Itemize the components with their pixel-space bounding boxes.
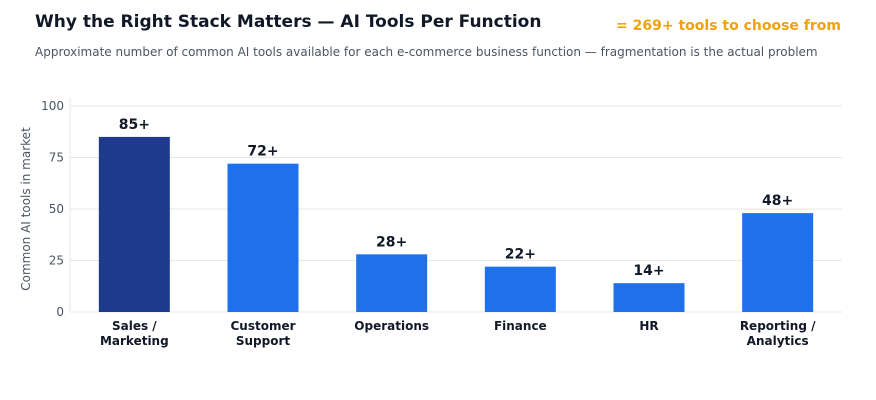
- bar: [227, 163, 299, 312]
- y-tick-label: 25: [49, 254, 64, 268]
- x-tick-label: Customer: [230, 319, 295, 333]
- x-tick-label: Reporting /: [740, 319, 816, 333]
- x-tick-label: HR: [639, 319, 658, 333]
- chart-subtitle: Approximate number of common AI tools av…: [35, 45, 818, 59]
- x-tick-label: Support: [236, 334, 291, 348]
- data-label: 85+: [119, 117, 150, 133]
- x-tick-label: Finance: [494, 319, 547, 333]
- data-label: 22+: [505, 247, 536, 263]
- bar: [356, 254, 428, 312]
- total-tools-callout: = 269+ tools to choose from: [616, 18, 841, 34]
- y-tick-label: 75: [49, 151, 64, 165]
- bar: [98, 136, 170, 312]
- x-tick-label: Analytics: [747, 334, 809, 348]
- data-labels: 85+ 72+ 28+ 22+ 14+ 48+: [119, 117, 794, 279]
- data-label: 28+: [376, 234, 407, 250]
- x-tick-label: Operations: [354, 319, 429, 333]
- data-label: 72+: [247, 144, 278, 160]
- bar: [742, 213, 814, 312]
- x-tick-label: Marketing: [100, 334, 169, 348]
- y-tick-label: 100: [41, 99, 64, 113]
- y-axis-title: Common AI tools in market: [19, 127, 33, 291]
- data-label: 14+: [633, 263, 664, 279]
- bar: [613, 283, 685, 312]
- data-label: 48+: [762, 193, 793, 209]
- x-tick-label: Sales /: [112, 319, 157, 333]
- y-tick-label: 0: [56, 305, 64, 319]
- chart-title: Why the Right Stack Matters — AI Tools P…: [35, 12, 542, 32]
- y-axis: 0 25 50 75 100 Common AI tools in market: [19, 99, 64, 319]
- y-tick-label: 50: [49, 202, 64, 216]
- grid-lines: [69, 98, 842, 313]
- bar: [484, 266, 556, 312]
- bars: [98, 136, 814, 312]
